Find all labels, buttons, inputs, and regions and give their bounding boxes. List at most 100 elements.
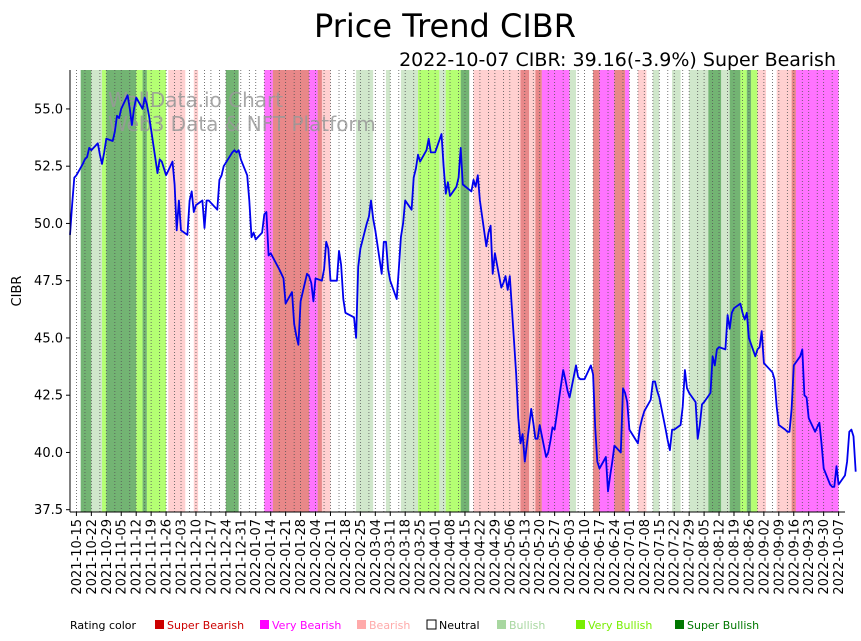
- x-tick-label: 2022-04-01: [429, 519, 444, 595]
- x-tick-label: 2022-03-04: [369, 519, 384, 595]
- legend-item: Bearish: [369, 619, 410, 632]
- legend-item: Very Bearish: [272, 619, 341, 632]
- legend-swatch: [426, 619, 437, 630]
- y-tick-label: 45.0: [34, 331, 63, 346]
- band-very-bullish: [751, 70, 758, 512]
- band-super-bullish: [729, 70, 741, 512]
- legend-item: Bullish: [509, 619, 545, 632]
- chart-subtitle: 2022-10-07 CIBR: 39.16(-3.9%) Super Bear…: [399, 49, 836, 71]
- x-tick-label: 2022-06-03: [563, 519, 578, 595]
- band-super-bullish: [746, 70, 752, 512]
- band-bullish: [356, 70, 374, 512]
- x-tick-label: 2021-10-29: [100, 519, 115, 595]
- x-tick-label: 2022-01-07: [249, 519, 264, 595]
- legend-swatch: [260, 620, 269, 629]
- x-tick-label: 2022-09-09: [772, 519, 787, 595]
- x-tick-label: 2022-05-06: [503, 519, 518, 595]
- x-tick-label: 2022-05-20: [533, 519, 548, 595]
- band-bearish: [529, 70, 536, 512]
- band-very-bullish: [445, 70, 461, 512]
- band-super-bearish: [614, 70, 626, 512]
- x-tick-label: 2022-09-30: [817, 519, 832, 595]
- x-tick-label: 2022-07-29: [683, 519, 698, 595]
- band-bearish: [757, 70, 767, 512]
- x-tick-label: 2022-08-26: [742, 519, 757, 595]
- band-bullish: [689, 70, 709, 512]
- x-tick-label: 2021-11-26: [160, 519, 175, 595]
- band-super-bullish: [80, 70, 92, 512]
- x-tick-label: 2022-08-19: [727, 519, 742, 595]
- legend-swatch: [576, 620, 585, 629]
- y-tick-label: 52.5: [34, 160, 63, 175]
- x-tick-label: 2021-11-19: [145, 519, 160, 595]
- legend-swatch: [155, 620, 164, 629]
- x-tick-label: 2022-07-01: [623, 519, 638, 595]
- legend-swatch: [497, 620, 506, 629]
- legend-swatch: [675, 620, 684, 629]
- x-tick-label: 2022-08-12: [713, 519, 728, 595]
- band-super-bearish: [520, 70, 530, 512]
- x-tick-label: 2022-03-18: [399, 519, 414, 595]
- x-tick-label: 2021-12-31: [234, 519, 249, 595]
- band-very-bearish: [795, 70, 839, 512]
- band-super-bullish: [460, 70, 470, 512]
- x-tick-label: 2022-07-22: [668, 519, 683, 595]
- y-tick-label: 55.0: [34, 102, 63, 117]
- rating-bands: [80, 70, 839, 512]
- x-tick-label: 2022-10-07: [832, 519, 847, 595]
- x-tick-label: 2022-09-23: [802, 519, 817, 595]
- band-very-bullish: [418, 70, 440, 512]
- legend-item: Very Bullish: [588, 619, 652, 632]
- x-tick-label: 2021-12-24: [219, 519, 234, 595]
- y-tick-label: 37.5: [34, 503, 63, 518]
- band-bullish: [569, 70, 576, 512]
- band-bearish: [637, 70, 647, 512]
- x-tick-label: 2022-07-15: [653, 519, 668, 595]
- x-tick-label: 2021-11-05: [115, 519, 130, 595]
- axes: [69, 70, 845, 513]
- band-very-bearish: [541, 70, 570, 512]
- band-bearish: [321, 70, 331, 512]
- band-super-bearish: [593, 70, 600, 512]
- band-bullish: [385, 70, 391, 512]
- band-super-bearish: [317, 70, 322, 512]
- chart-title: Price Trend CIBR: [314, 7, 576, 45]
- x-tick-label: 2022-09-02: [757, 519, 772, 595]
- x-tick-label: 2021-12-17: [204, 519, 219, 595]
- x-tick-label: 2022-02-11: [324, 519, 339, 595]
- band-super-bullish: [142, 70, 147, 512]
- x-tick-label: 2022-02-25: [354, 519, 369, 595]
- x-tick-label: 2022-02-04: [309, 519, 324, 595]
- x-tick-label: 2021-11-12: [130, 519, 145, 595]
- band-super-bullish: [225, 70, 239, 512]
- x-tick-label: 2022-04-08: [444, 519, 459, 595]
- band-super-bearish: [535, 70, 542, 512]
- x-tick-label: 2022-02-18: [339, 519, 354, 595]
- y-tick-label: 42.5: [34, 389, 63, 404]
- x-tick-label: 2022-09-16: [787, 519, 802, 595]
- band-bullish: [721, 70, 730, 512]
- band-very-bearish: [625, 70, 630, 512]
- band-very-bearish: [264, 70, 273, 512]
- y-axis-ticks: 37.5 40.0 42.5 45.0 47.5 50.0 52.5 55.0: [34, 102, 70, 518]
- x-tick-label: 2022-07-08: [638, 519, 653, 595]
- x-tick-label: 2022-05-27: [548, 519, 563, 595]
- x-tick-label: 2021-10-22: [85, 519, 100, 595]
- y-tick-label: 40.0: [34, 446, 63, 461]
- watermark: WallData.io Chart Web3 Data & NFT Platfo…: [108, 88, 376, 136]
- x-tick-label: 2022-06-17: [593, 519, 608, 595]
- band-bearish: [193, 70, 199, 512]
- watermark-line-2: Web3 Data & NFT Platform: [108, 112, 376, 136]
- y-tick-label: 47.5: [34, 274, 63, 289]
- band-bearish: [473, 70, 521, 512]
- band-bullish: [439, 70, 446, 512]
- x-tick-label: 2022-06-10: [578, 519, 593, 595]
- y-tick-label: 50.0: [34, 217, 63, 232]
- band-super-bullish: [106, 70, 137, 512]
- x-tick-label: 2022-04-29: [488, 519, 503, 595]
- legend-item: Super Bearish: [167, 619, 244, 632]
- band-bearish: [776, 70, 792, 512]
- x-tick-label: 2022-06-24: [608, 519, 623, 595]
- band-very-bearish: [599, 70, 615, 512]
- legend-item: Super Bullish: [687, 619, 759, 632]
